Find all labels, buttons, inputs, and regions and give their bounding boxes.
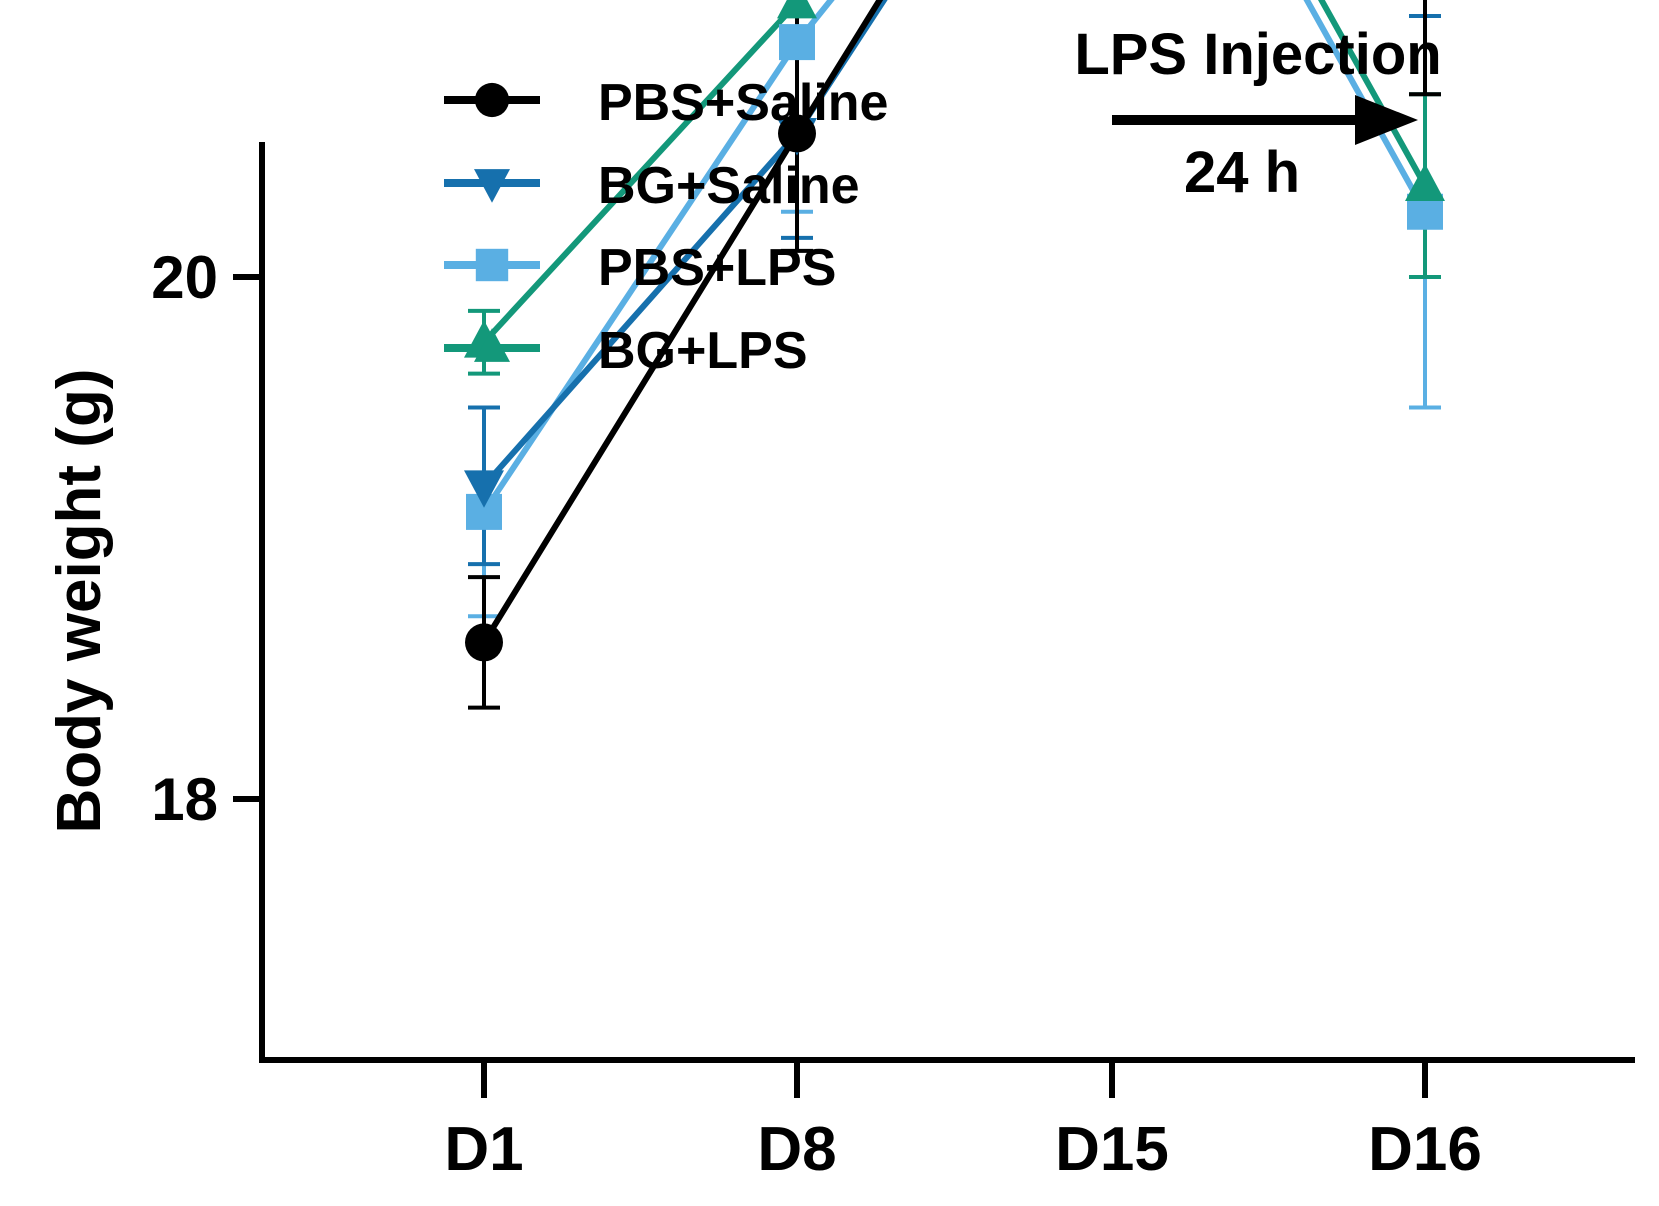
error-bar xyxy=(1409,0,1441,97)
annotation-label: LPS Injection xyxy=(1074,22,1441,87)
data-point xyxy=(778,114,816,153)
y-tick-label: 18 xyxy=(151,766,218,833)
y-axis-label: Body weight (g) xyxy=(45,369,114,834)
series-line xyxy=(481,0,884,644)
legend-marker xyxy=(474,328,510,362)
x-ticks: D1 D8 D15 D16 xyxy=(444,1060,1482,1184)
legend-item: BG+Saline xyxy=(444,157,860,215)
data-point xyxy=(1405,163,1445,202)
series-lines xyxy=(481,0,1428,644)
legend-label: PBS+Saline xyxy=(598,74,888,132)
data-point xyxy=(465,623,503,662)
x-tick-label: D8 xyxy=(757,1115,836,1184)
lps-annotation: LPS Injection 24 h xyxy=(1074,22,1441,205)
markers xyxy=(464,0,1445,662)
legend: PBS+Saline BG+Saline PBS+LPS BG+LPS xyxy=(444,74,888,380)
data-point xyxy=(777,0,817,19)
series-line xyxy=(481,0,1428,345)
axes xyxy=(259,142,1635,1063)
y-ticks: 18202224 xyxy=(151,244,262,833)
legend-label: PBS+LPS xyxy=(598,239,836,297)
data-point xyxy=(464,470,504,508)
x-tick-label: D16 xyxy=(1368,1115,1482,1184)
legend-marker xyxy=(474,82,510,118)
x-tick-label: D1 xyxy=(444,1115,523,1184)
x-tick-label: D15 xyxy=(1055,1115,1169,1184)
legend-item: PBS+Saline xyxy=(444,74,888,132)
series-line xyxy=(481,0,888,488)
annotation-arrow-head xyxy=(1355,95,1418,145)
legend-label: BG+Saline xyxy=(598,157,860,215)
annotation-duration: 24 h xyxy=(1184,140,1300,205)
y-tick-label: 20 xyxy=(151,244,218,311)
legend-item: PBS+LPS xyxy=(444,239,836,297)
data-point xyxy=(779,24,815,61)
legend-marker xyxy=(474,169,510,203)
legend-label: BG+LPS xyxy=(598,322,808,380)
series-line xyxy=(481,0,1428,514)
legend-item: BG+LPS xyxy=(444,322,808,380)
legend-marker xyxy=(475,248,509,282)
